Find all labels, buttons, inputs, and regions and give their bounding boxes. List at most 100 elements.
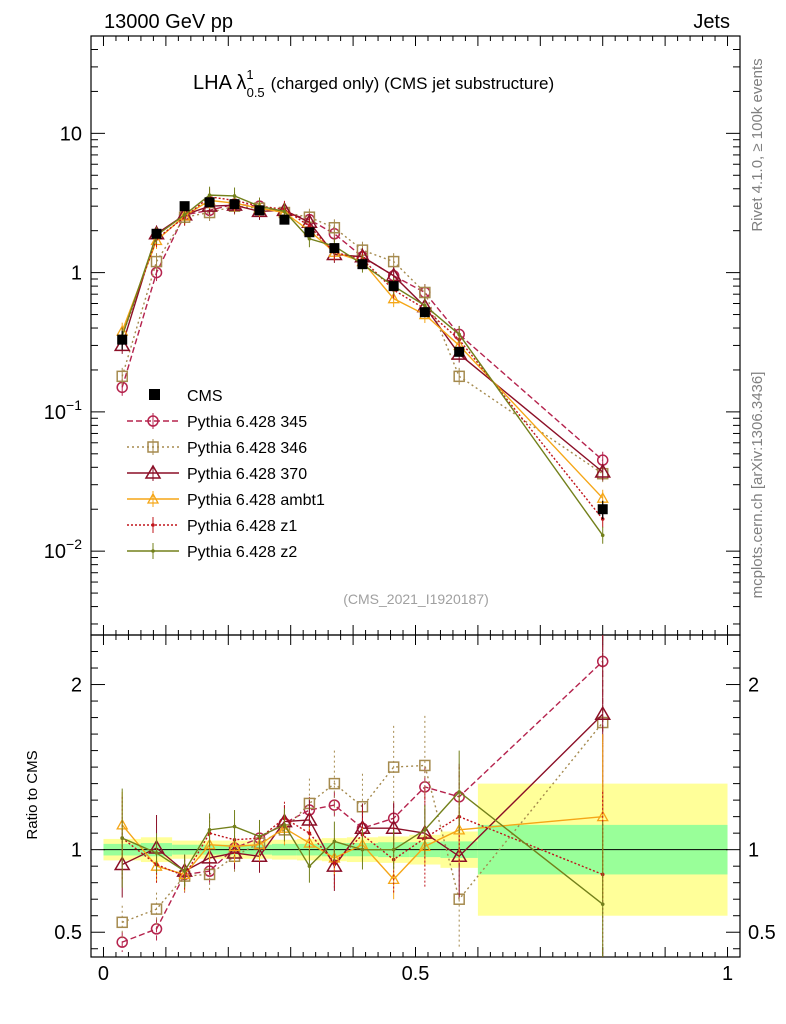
energy-label: 13000 GeV pp (104, 11, 233, 33)
ratio-series-point (120, 836, 125, 840)
main-series-point (232, 194, 237, 198)
ratio-series-point (360, 847, 365, 852)
cms-data-point (279, 214, 290, 225)
ratio-series-point (150, 903, 163, 915)
cms-data-point (329, 243, 340, 254)
legend-marker (151, 549, 155, 553)
ratio-series-point (301, 811, 318, 826)
y-tick-label-base: 1 (71, 263, 82, 285)
y-tick-label-main: 10−2 (44, 536, 82, 563)
cms-data-point (304, 227, 315, 238)
chart-title-main: LHA λ (193, 72, 246, 94)
y-tick-label-ratio: 0.5 (54, 922, 82, 944)
main-series-point (307, 236, 312, 241)
main-series-point (307, 224, 312, 229)
ratio-series-point (332, 861, 337, 865)
main-series-point (453, 370, 465, 383)
legend-marker (144, 464, 162, 479)
legend-marker (151, 523, 155, 527)
main-series-point (423, 303, 427, 308)
legend-label: Pythia 6.428 346 (187, 440, 307, 457)
ratio-series-point (453, 823, 466, 835)
axis-ticks (91, 35, 740, 957)
ratio-series-point (332, 839, 337, 844)
ratio-series-point (232, 824, 237, 829)
main-series-line (121, 194, 604, 536)
y-tick-label-base: 10 (44, 402, 66, 424)
legend-label: Pythia 6.428 370 (187, 466, 307, 483)
cms-data-point (388, 281, 399, 292)
cms-data-point (597, 504, 608, 515)
chart-title-sup: 1 (246, 67, 253, 82)
chart-title-sub: 0.5 (247, 85, 265, 100)
main-series-point (387, 292, 400, 304)
y-tick-label-exp: −2 (66, 536, 82, 552)
cms-data-point (229, 199, 240, 210)
cms-data-point (357, 259, 368, 270)
y-tick-label-main: 10 (60, 123, 82, 145)
cms-data-point (204, 197, 215, 208)
ratio-series-point (419, 759, 431, 772)
main-series-point (207, 193, 212, 197)
rivet-version-label: Rivet 4.1.0, ≥ 100k events (749, 58, 766, 231)
cms-data-point (419, 307, 430, 318)
y-tick-label-base: 10 (60, 123, 82, 145)
ratio-series-point (457, 790, 461, 794)
ratio-series-point (251, 847, 268, 863)
ratio-series-point (201, 849, 218, 864)
ratio-series-line (121, 790, 604, 905)
y-tick-label-ratio: 1 (71, 840, 82, 862)
legend-label: Pythia 6.428 z1 (187, 518, 297, 535)
main-series-point (328, 221, 341, 234)
cms-data-point (117, 334, 128, 345)
main-series-point (457, 332, 461, 337)
main-series-point (594, 463, 612, 478)
y-tick-label-ratio-right: 0.5 (748, 922, 776, 944)
cms-data-points (117, 197, 608, 520)
ratio-series-point (116, 916, 128, 929)
chart-title: LHA λ1 0.5 (charged only) (CMS jet substru… (193, 67, 554, 100)
ratio-series-point (182, 869, 187, 873)
x-tick-label: 0 (98, 963, 109, 985)
ratio-series-point (594, 705, 612, 721)
ratio-axis-label: Ratio to CMS (24, 750, 41, 839)
mcplots-label: mcplots.cern.ch [arXiv:1306.3436] (749, 372, 766, 599)
ratio-series-point (328, 799, 341, 811)
y-tick-label-main: 1 (71, 263, 82, 285)
legend-marker-cms (149, 389, 160, 400)
ratio-series-point (282, 823, 287, 827)
ratio-series-point (228, 840, 241, 852)
legend-label-cms: CMS (187, 388, 223, 405)
main-series-point (150, 255, 163, 268)
legend-label: Pythia 6.428 z2 (187, 544, 297, 561)
legend-label: Pythia 6.428 ambt1 (187, 492, 325, 509)
ratio-series-point (600, 902, 605, 906)
cms-data-point (179, 201, 190, 212)
legend-marker (147, 415, 159, 427)
cms-data-point (454, 346, 465, 357)
y-tick-label-exp: −1 (66, 397, 82, 413)
x-tick-label: 0.5 (402, 963, 430, 985)
legend-marker (146, 492, 160, 504)
legend-label: Pythia 6.428 345 (187, 414, 307, 431)
ratio-series-line (121, 815, 603, 877)
analysis-id-label: (CMS_2021_I1920187) (343, 591, 489, 607)
main-series-line (121, 196, 604, 520)
legend-marker (147, 441, 159, 453)
y-tick-label-main: 10−1 (44, 397, 82, 424)
y-tick-label-ratio-right: 1 (748, 840, 759, 862)
cms-data-point (151, 228, 162, 239)
y-tick-label-ratio-right: 2 (748, 675, 759, 697)
legend: CMS Pythia 6.428 345 Pythia 6.428 346 Pythi… (127, 388, 325, 561)
category-label: Jets (693, 11, 730, 33)
main-series-point (182, 213, 187, 217)
ratio-series-point (207, 828, 212, 832)
ratio-series-point (307, 864, 312, 868)
main-series-point (387, 255, 400, 268)
ratio-series-point (154, 851, 159, 855)
main-series-point (600, 533, 605, 538)
y-tick-label-ratio: 2 (71, 675, 82, 697)
main-series-point (282, 209, 287, 214)
ratio-series-point (391, 847, 396, 852)
